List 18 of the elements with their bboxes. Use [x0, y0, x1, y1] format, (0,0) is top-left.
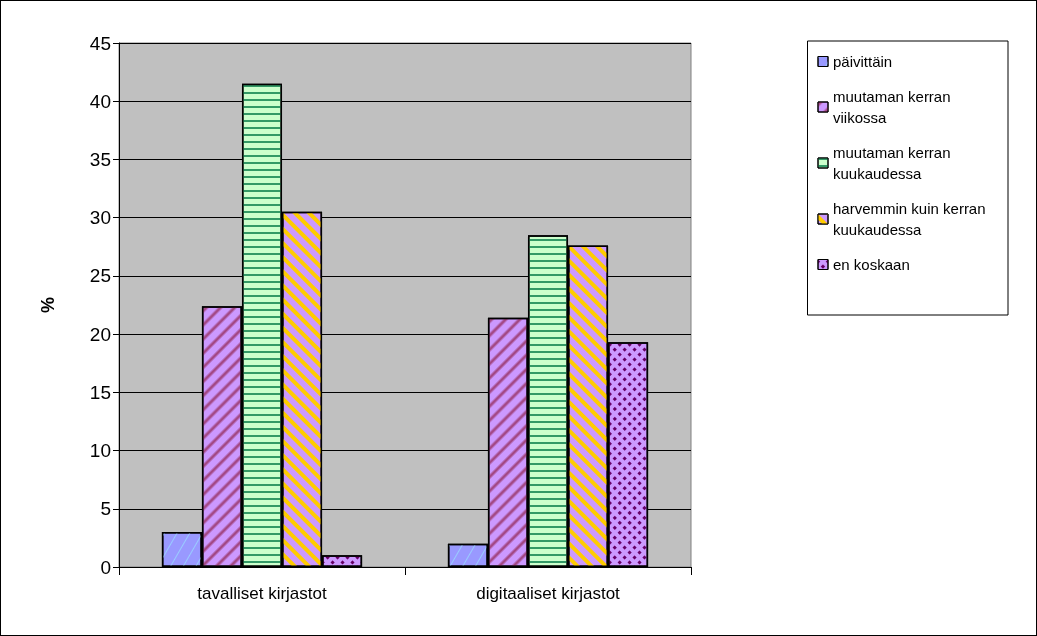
x-tick-label: digitaaliset kirjastot [476, 584, 621, 603]
y-tick-label: 5 [100, 498, 111, 520]
y-tick-label: 15 [89, 381, 111, 403]
y-tick-label: 25 [89, 265, 111, 287]
legend-label: päivittäin [833, 53, 893, 70]
y-tick-label: 45 [89, 32, 111, 54]
y-tick-label: 20 [89, 323, 111, 345]
legend-label: harvemmin kuin kerran kuukaudessa [833, 200, 990, 238]
x-tick-label: tavalliset kirjastot [197, 584, 327, 603]
y-tick-label: 30 [89, 207, 111, 229]
legend-label: en koskaan [833, 256, 910, 273]
y-axis-title: % [38, 296, 58, 314]
y-tick-label: 35 [89, 148, 111, 170]
legend-label: muutaman kerran kuukaudessa [833, 144, 955, 182]
y-tick-label: 10 [89, 440, 111, 462]
y-tick-label: 40 [89, 90, 111, 112]
y-tick-label: 0 [100, 556, 111, 578]
legend-label: muutaman kerran viikossa [833, 88, 955, 126]
